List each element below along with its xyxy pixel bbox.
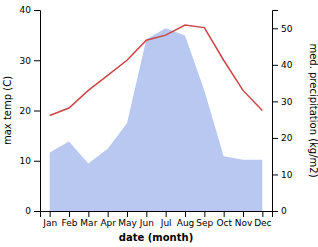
tick-mark [224,211,225,217]
tick: Jun [139,211,154,228]
y-axis-title: max temp (C) [2,76,13,145]
tick-label: Sep [196,218,213,228]
tick-mark [34,10,40,11]
tick-label: Mar [80,218,97,228]
tick: 0 [272,206,287,216]
marks [50,25,263,211]
tick-mark [243,211,244,217]
tick-mark [50,211,51,217]
x-axis-title: date (month) [119,232,193,243]
tick-label: 0 [25,206,31,216]
tick-label: Apr [100,218,116,228]
y2-axis-title: med. precipitation (kg/m2) [308,43,318,177]
tick-label: Jun [139,218,154,228]
tick: Sep [196,211,213,228]
area [50,28,263,211]
tick: 10 [272,170,293,180]
tick-mark [185,211,186,217]
plot: Jan FebMarAprMayJun Jul AugSepOctNovDec 0 10 2… [20,5,293,228]
tick: Jul [160,211,172,228]
tick-label: 20 [20,106,32,116]
x-axis: Jan FebMarAprMayJun Jul AugSepOctNovDec [41,211,273,228]
tick: 0 [25,206,40,216]
y2-axis: 0 10 20 30 40 50 [272,11,293,217]
axis-line [273,11,279,212]
tick-label: Nov [235,218,253,228]
tick-label: 50 [281,24,293,34]
tick: 20 [272,133,293,143]
tick-mark [272,211,278,212]
tick-label: Oct [216,218,232,228]
tick-mark [108,211,109,217]
tick-label: 40 [281,60,293,70]
tick-mark [69,211,70,217]
tick-mark [204,211,205,217]
tick: 30 [272,97,293,107]
chart: Jan FebMarAprMayJun Jul AugSepOctNovDec 0 10 2… [0,0,318,247]
tick-mark [272,138,278,139]
tick-mark [34,111,40,112]
tick: May [118,211,137,228]
tick-mark [166,211,167,217]
y-axis: 0 10 20 30 40 [20,5,41,216]
tick-label: 40 [20,5,32,15]
tick-label: 10 [281,170,293,180]
tick: 50 [272,24,293,34]
tick: Dec [254,211,271,228]
tick: Apr [100,211,116,228]
tick-label: Jan [42,218,57,228]
tick-label: Feb [62,218,78,228]
tick: Nov [235,211,253,228]
tick: 40 [272,60,293,70]
tick: 30 [20,56,40,66]
tick: 40 [20,5,40,15]
tick-mark [34,60,40,61]
tick-mark [262,211,263,217]
tick-label: Dec [254,218,271,228]
tick-label: 0 [281,206,287,216]
tick-mark [127,211,128,217]
line [50,25,263,115]
tick-label: 30 [20,56,32,66]
tick-label: 20 [281,133,293,143]
tick: Oct [216,211,232,228]
tick-mark [272,28,278,29]
axis-line [41,212,273,218]
tick-label: Jul [160,218,172,228]
tick-label: 30 [281,97,293,107]
tick: Jan [42,211,57,228]
tick: 10 [20,156,40,166]
tick: Mar [80,211,97,228]
tick-mark [34,211,40,212]
tick-label: 10 [20,156,32,166]
tick-mark [272,65,278,66]
tick-label: May [118,218,137,228]
axis-line [34,11,41,212]
tick: 20 [20,106,40,116]
tick-mark [272,101,278,102]
tick-mark [88,211,89,217]
tick-mark [34,161,40,162]
tick-label: Aug [177,218,195,228]
tick: Aug [177,211,195,228]
tick: Feb [62,211,78,228]
tick-mark [146,211,147,217]
tick-mark [272,174,278,175]
